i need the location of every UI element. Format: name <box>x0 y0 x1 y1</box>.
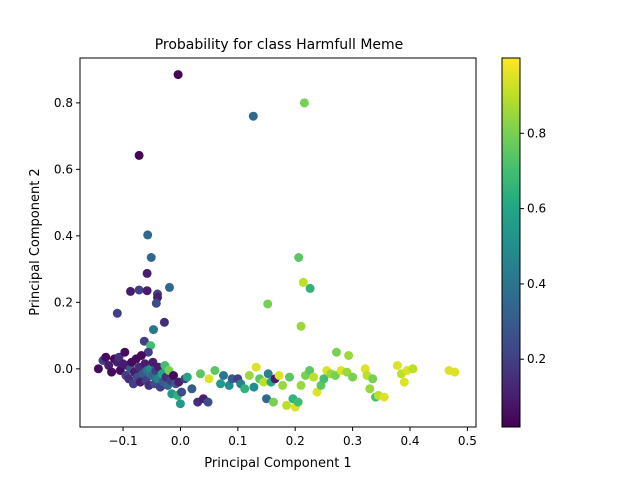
data-point <box>244 371 254 380</box>
colorbar-tick-label: 0.6 <box>527 202 546 216</box>
data-point <box>107 367 117 377</box>
data-point <box>204 374 214 384</box>
data-point <box>134 150 144 160</box>
data-point <box>379 392 389 402</box>
data-point <box>143 347 153 357</box>
data-point <box>112 308 122 318</box>
data-point <box>101 352 111 362</box>
data-point <box>344 351 354 360</box>
data-point <box>143 230 153 240</box>
y-tick-label: 0.4 <box>54 229 73 243</box>
data-point <box>408 364 418 374</box>
data-point <box>126 286 135 296</box>
y-axis-label: Principal Component 2 <box>28 168 43 315</box>
data-point <box>278 380 288 390</box>
data-point <box>274 371 284 380</box>
x-tick-label: 0.0 <box>171 434 190 448</box>
data-point <box>348 372 358 382</box>
data-point <box>299 98 309 108</box>
x-tick-label: 0.5 <box>458 434 477 448</box>
data-point <box>368 374 378 384</box>
colorbar <box>501 57 521 428</box>
y-tick-label: 0.6 <box>54 162 73 176</box>
colorbar-tick-label: 0.2 <box>527 352 546 366</box>
data-point <box>149 325 158 335</box>
data-point <box>128 379 138 389</box>
x-axis-ticks: −0.1 0.0 0.1 0.2 0.3 0.4 0.5 <box>108 427 477 448</box>
data-point <box>139 336 149 346</box>
data-point <box>282 400 292 410</box>
data-point <box>196 369 205 379</box>
data-point <box>120 347 130 357</box>
data-point <box>93 364 103 374</box>
data-point <box>262 394 271 404</box>
x-tick-label: 0.3 <box>343 434 362 448</box>
data-point <box>187 384 197 394</box>
colorbar-ticks: 0.2 0.4 0.6 0.8 <box>520 126 546 366</box>
chart-title: Probability for class Harmfull Meme <box>155 37 404 53</box>
data-point <box>251 362 261 372</box>
data-point <box>134 285 144 295</box>
data-point <box>249 382 259 392</box>
data-point <box>165 282 174 292</box>
data-point <box>219 371 228 380</box>
data-point <box>173 70 183 80</box>
data-point <box>182 372 192 382</box>
data-point <box>399 377 409 387</box>
x-tick-label: 0.2 <box>286 434 305 448</box>
data-point <box>142 268 152 278</box>
y-tick-label: 0.2 <box>54 295 73 309</box>
data-point <box>263 299 273 309</box>
data-point <box>136 351 146 360</box>
colorbar-tick-label: 0.8 <box>527 126 546 140</box>
y-tick-label: 0.8 <box>54 96 73 110</box>
data-point <box>259 377 269 387</box>
data-point <box>293 397 303 407</box>
x-tick-label: 0.4 <box>400 434 419 448</box>
data-point <box>285 372 294 382</box>
data-point <box>263 369 273 379</box>
data-point <box>450 367 460 377</box>
x-axis-label: Principal Component 1 <box>204 456 351 471</box>
data-point <box>309 372 319 382</box>
data-point <box>142 286 152 296</box>
data-point <box>146 253 156 262</box>
data-point <box>216 379 226 389</box>
x-tick-label: 0.1 <box>228 434 247 448</box>
data-point <box>151 298 161 308</box>
data-point <box>240 384 250 394</box>
colorbar-tick-label: 0.4 <box>527 277 546 291</box>
data-point <box>312 387 322 397</box>
x-tick-label: −0.1 <box>108 434 137 448</box>
data-point <box>298 277 308 287</box>
data-point <box>175 399 185 409</box>
data-point <box>296 380 306 390</box>
data-point <box>296 321 306 331</box>
scatter-points <box>93 70 460 412</box>
y-axis-ticks: 0.0 0.2 0.4 0.6 0.8 <box>54 96 80 376</box>
y-tick-label: 0.0 <box>54 362 73 376</box>
data-point <box>248 111 258 121</box>
data-point <box>203 397 213 407</box>
data-point <box>268 397 278 407</box>
data-point <box>159 317 169 327</box>
data-point <box>294 253 304 262</box>
data-point <box>305 283 315 293</box>
data-point <box>305 366 315 375</box>
data-point <box>169 371 178 380</box>
data-point <box>177 387 187 397</box>
plot-frame <box>79 57 477 428</box>
data-point <box>365 384 375 394</box>
data-point <box>392 361 402 370</box>
data-point <box>332 347 341 357</box>
data-point <box>210 366 220 375</box>
data-point <box>319 374 329 384</box>
